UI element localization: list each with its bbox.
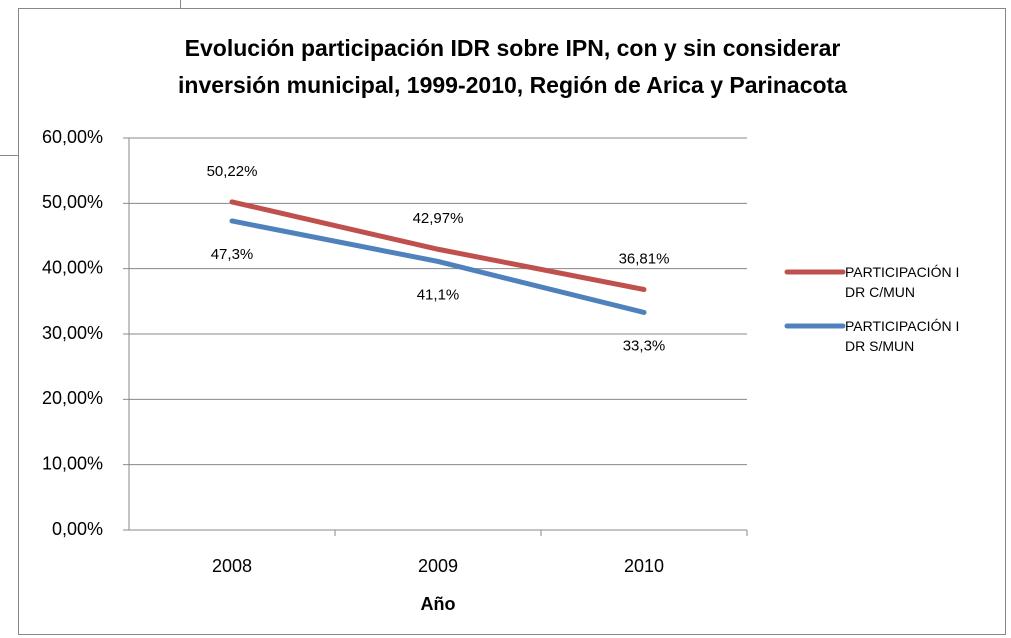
x-tick-label: 2008 — [212, 556, 252, 576]
legend-label: PARTICIPACIÓN IDR C/MUN — [845, 264, 960, 300]
data-label: 33,3% — [623, 337, 666, 354]
data-label: 41,1% — [417, 286, 460, 303]
x-tick-label: 2009 — [418, 556, 458, 576]
data-label: 47,3% — [211, 246, 254, 263]
data-label: 50,22% — [207, 163, 258, 180]
line — [229, 218, 647, 315]
y-tick-label: 40,00% — [42, 257, 103, 277]
y-tick-label: 60,00% — [42, 127, 103, 147]
y-tick-label: 50,00% — [42, 192, 103, 212]
y-tick-label: 0,00% — [52, 519, 103, 539]
legend-label: PARTICIPACIÓN IDR S/MUN — [845, 318, 960, 354]
data-label: 36,81% — [619, 250, 670, 267]
x-axis-title: Año — [421, 594, 456, 614]
y-tick-label: 30,00% — [42, 323, 103, 343]
chart-title: Evolución participación IDR sobre IPN, c… — [178, 35, 847, 98]
y-tick-label: 20,00% — [42, 388, 103, 408]
data-label: 42,97% — [413, 210, 464, 227]
chart-border — [18, 8, 1006, 635]
line — [229, 199, 647, 293]
y-tick-label: 10,00% — [42, 453, 103, 473]
x-tick-label: 2010 — [624, 556, 664, 576]
